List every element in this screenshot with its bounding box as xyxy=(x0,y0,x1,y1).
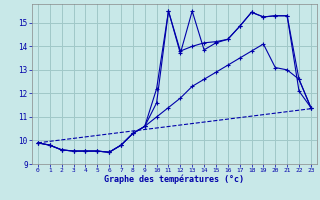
X-axis label: Graphe des températures (°c): Graphe des températures (°c) xyxy=(104,175,244,184)
